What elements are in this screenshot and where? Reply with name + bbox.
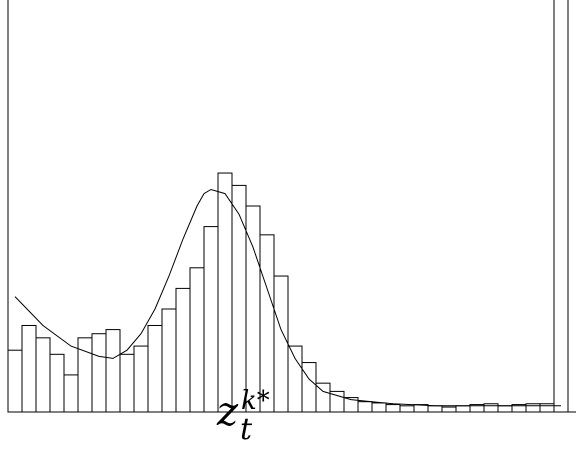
histogram-bar	[175, 287, 191, 413]
histogram-bar	[189, 267, 205, 413]
histogram-bar	[231, 184, 247, 413]
histogram-bar	[273, 275, 289, 413]
histogram-bar	[483, 403, 499, 413]
histogram-bar	[371, 402, 387, 413]
marker-label-subscript: t	[240, 412, 253, 447]
histogram-bar	[91, 333, 107, 413]
histogram-bar	[427, 405, 443, 413]
histogram-bar	[35, 337, 51, 413]
histogram-bar	[357, 401, 373, 413]
marker-label-superscript: k*	[241, 386, 270, 416]
histogram-bar	[63, 374, 79, 413]
histogram-bar	[161, 308, 177, 413]
histogram-bar	[203, 226, 219, 413]
histogram-bar	[217, 172, 233, 413]
histogram-bar	[385, 404, 401, 413]
histogram-bar	[441, 406, 457, 413]
marker-label: z t k*	[217, 388, 270, 445]
histogram-bar	[147, 324, 163, 413]
marker-label-base: z	[217, 389, 239, 435]
histogram-bars	[7, 0, 569, 413]
histogram-bar	[525, 403, 541, 413]
histogram-bar	[301, 362, 317, 413]
histogram-bar	[119, 353, 135, 413]
histogram-bar	[49, 353, 65, 413]
histogram-bar	[553, 0, 569, 413]
histogram-bar	[133, 345, 149, 413]
fitted-density-curve	[14, 188, 561, 407]
histogram-bar	[399, 405, 415, 413]
histogram-bar	[287, 345, 303, 413]
histogram-bar	[539, 403, 555, 413]
histogram-bar	[455, 405, 471, 413]
histogram-bar	[497, 405, 513, 413]
histogram-bar	[7, 349, 23, 413]
histogram-bar	[105, 329, 121, 413]
histogram-bar	[21, 324, 37, 413]
